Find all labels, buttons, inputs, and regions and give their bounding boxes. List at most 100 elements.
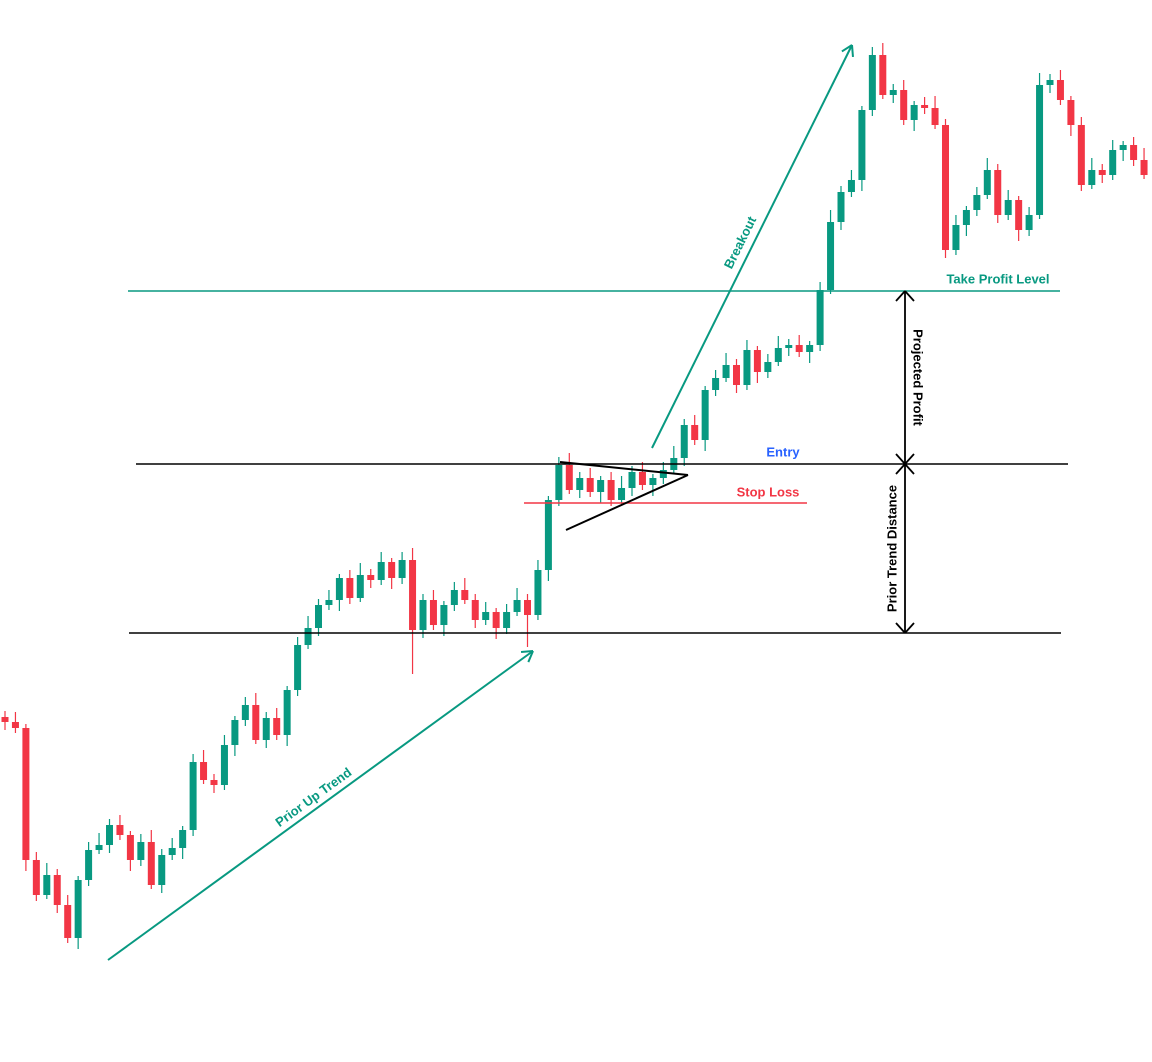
candle-body (1140, 160, 1148, 175)
candle (95, 833, 103, 854)
candle-body (952, 225, 960, 250)
candle (294, 637, 302, 696)
candle (701, 386, 709, 451)
arrow-head (904, 290, 915, 302)
arrow-head (851, 44, 854, 58)
candle-body (168, 848, 176, 855)
candle (597, 476, 605, 503)
candle-body (983, 170, 991, 195)
candle-body (722, 365, 730, 378)
candle (785, 339, 793, 356)
candle-body (638, 472, 646, 485)
candle (53, 869, 61, 913)
candle (1015, 196, 1023, 241)
candle (952, 215, 960, 255)
candle (816, 282, 824, 351)
candle (189, 754, 197, 836)
candle-body (346, 578, 354, 598)
candle-body (43, 875, 51, 895)
candle (388, 558, 396, 589)
candle (910, 101, 918, 131)
candle-body (64, 905, 72, 938)
candle-body (1119, 145, 1127, 150)
candle-body (1015, 200, 1023, 230)
annotation: Prior Trend Distance (884, 485, 899, 612)
candle-body (962, 210, 970, 225)
candle-body (74, 880, 82, 938)
candle (973, 187, 981, 216)
candle-body (565, 465, 573, 490)
candle-body (137, 842, 145, 860)
candle-body (868, 55, 876, 110)
candle-body (367, 575, 375, 580)
candle-body (482, 612, 490, 620)
candle (764, 354, 772, 378)
candle-body (618, 488, 626, 500)
candle (628, 466, 636, 496)
candle-body (743, 350, 751, 385)
candle (429, 590, 437, 630)
candle-body (231, 720, 239, 745)
annotation: Prior Up Trend (272, 765, 354, 830)
candle-body (534, 570, 542, 615)
arrow-head (904, 463, 915, 475)
arrow-head (527, 650, 534, 663)
candle (743, 340, 751, 390)
level-label: Entry (766, 444, 800, 459)
candle-body (774, 348, 782, 362)
level-label: Take Profit Level (946, 271, 1049, 286)
candle (827, 210, 835, 294)
level-label: Stop Loss (737, 484, 800, 499)
candle (1098, 164, 1106, 183)
candle-body (377, 562, 385, 580)
candle (1046, 74, 1054, 93)
candle-body (283, 690, 291, 735)
candle-body (471, 600, 479, 620)
candle (1109, 140, 1117, 180)
candle (900, 80, 908, 125)
candle (241, 697, 249, 726)
pattern-line (565, 474, 689, 531)
candle-body (680, 425, 688, 458)
candle-body (910, 105, 918, 120)
arrow-line (651, 44, 853, 449)
candle (325, 590, 333, 610)
candle (795, 335, 803, 357)
candle-body (32, 860, 40, 895)
candle-body (555, 465, 563, 500)
candle (450, 582, 458, 611)
candle-body (179, 830, 187, 848)
candle (85, 842, 93, 886)
candle (43, 863, 51, 899)
candle-body (126, 835, 134, 860)
candle (994, 164, 1002, 223)
candle-body (147, 842, 155, 885)
candle (377, 552, 385, 585)
candle-body (1077, 125, 1085, 185)
candle (231, 716, 239, 756)
candle (74, 876, 82, 949)
candle (1, 711, 9, 730)
candle (482, 602, 490, 625)
candle (649, 474, 657, 496)
candle (879, 43, 887, 99)
candle (565, 453, 573, 494)
annotation: Projected Profit (911, 329, 926, 426)
candle (524, 594, 531, 647)
candle-body (503, 612, 511, 628)
candle (1140, 148, 1148, 179)
candle-body (806, 345, 814, 352)
candle (921, 97, 929, 114)
candle-body (398, 560, 406, 578)
candle (586, 468, 594, 497)
candle (210, 774, 218, 793)
candle (806, 341, 814, 363)
candle-body (597, 480, 605, 492)
candle (273, 708, 281, 740)
candle (461, 578, 469, 604)
candle-body (764, 362, 772, 372)
candle-body (315, 605, 322, 628)
candle-body (1036, 85, 1044, 215)
candle-body (189, 762, 197, 830)
candle (544, 496, 552, 581)
